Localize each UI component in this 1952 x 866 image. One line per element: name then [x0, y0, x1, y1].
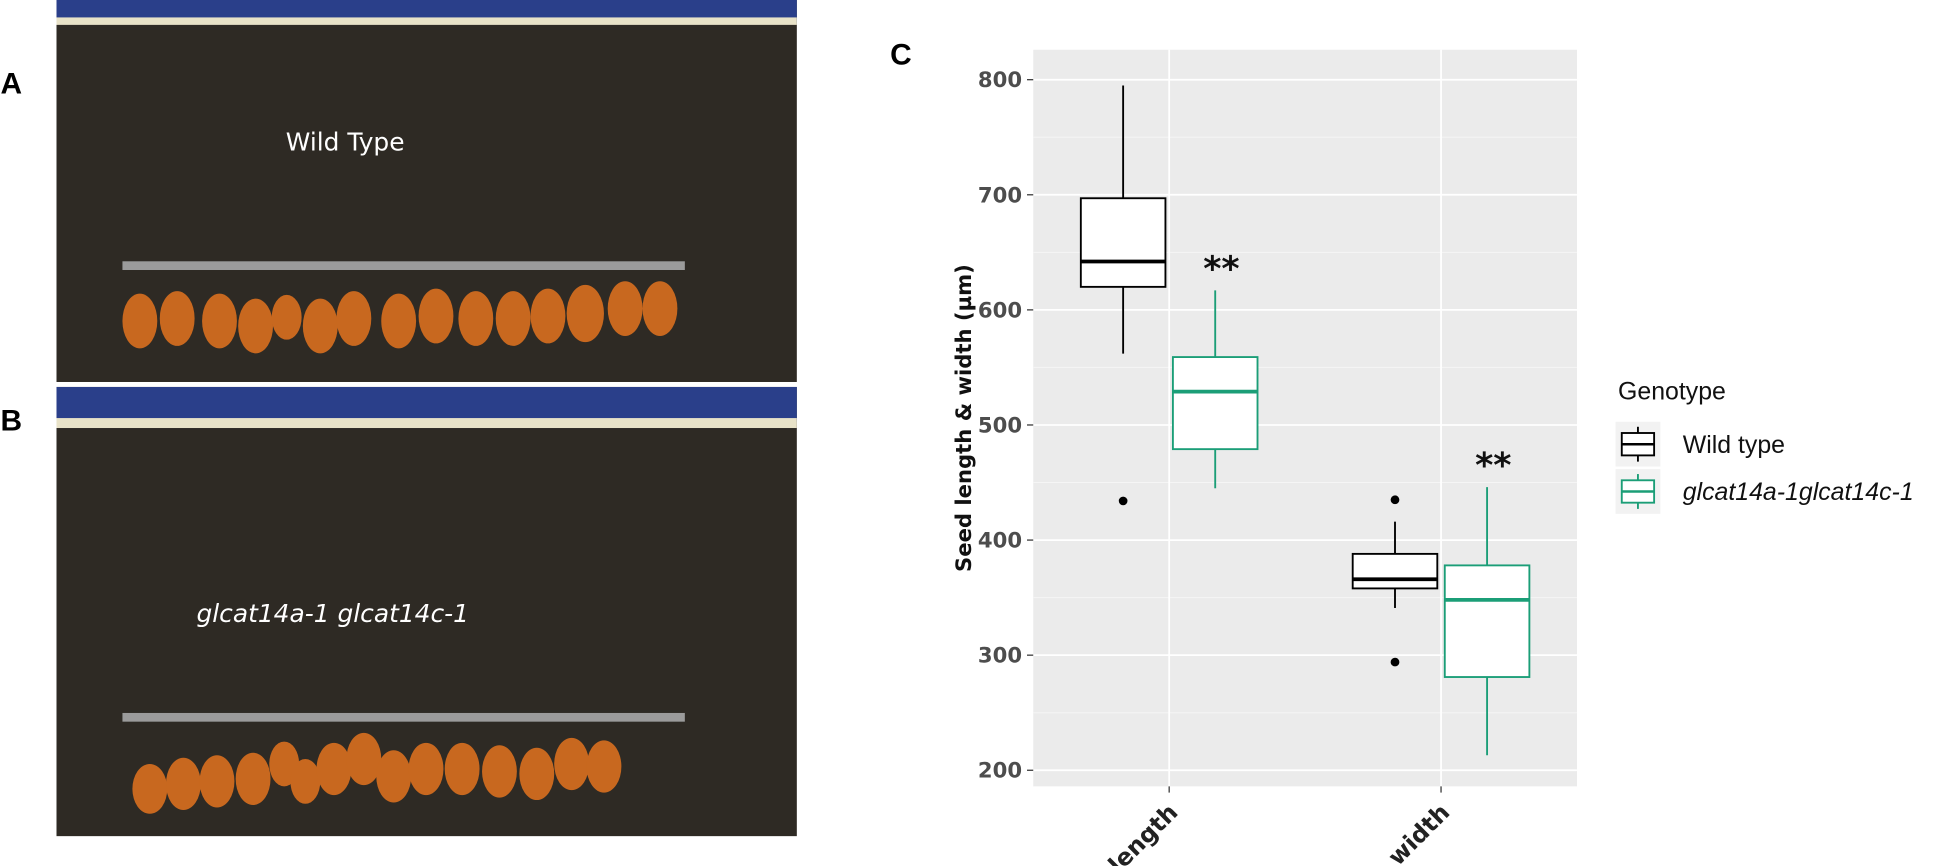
y-tick-label: 300 — [978, 643, 1022, 668]
significance: ** — [1475, 446, 1511, 486]
y-tick-label: 400 — [978, 528, 1022, 553]
legend-label: Wild type — [1683, 431, 1785, 459]
outlier — [1390, 495, 1400, 505]
box — [1079, 197, 1167, 288]
photo-label: Wild Type — [286, 128, 405, 157]
y-tick-label: 600 — [978, 297, 1022, 322]
box — [1443, 564, 1531, 678]
box — [1351, 552, 1439, 590]
photo-a — [56, 0, 797, 382]
y-axis-label: Seed length & width (µm) — [951, 264, 976, 572]
legend-label: glcat14a-1glcat14c-1 — [1683, 478, 1914, 506]
legend-title: Genotype — [1618, 377, 1726, 405]
panel-label: B — [1, 405, 23, 438]
y-tick-label: 700 — [978, 182, 1022, 207]
box-chart: 200 300 400 500 600 700 800 length width Seed len… — [951, 49, 1914, 866]
photo-b — [56, 386, 797, 837]
box — [1171, 356, 1259, 451]
x-tick-label: length — [1103, 798, 1184, 866]
y-tick-label: 800 — [978, 67, 1022, 92]
y-tick-label: 200 — [978, 758, 1022, 783]
photo-label: glcat14a-1 glcat14c-1 — [196, 599, 468, 628]
panel-label: C — [890, 39, 912, 72]
outlier — [1118, 496, 1128, 506]
panel-label: A — [1, 67, 23, 100]
x-tick-label: width — [1382, 798, 1455, 866]
outlier — [1390, 657, 1400, 667]
significance: ** — [1203, 249, 1239, 289]
y-tick-label: 500 — [978, 412, 1022, 437]
